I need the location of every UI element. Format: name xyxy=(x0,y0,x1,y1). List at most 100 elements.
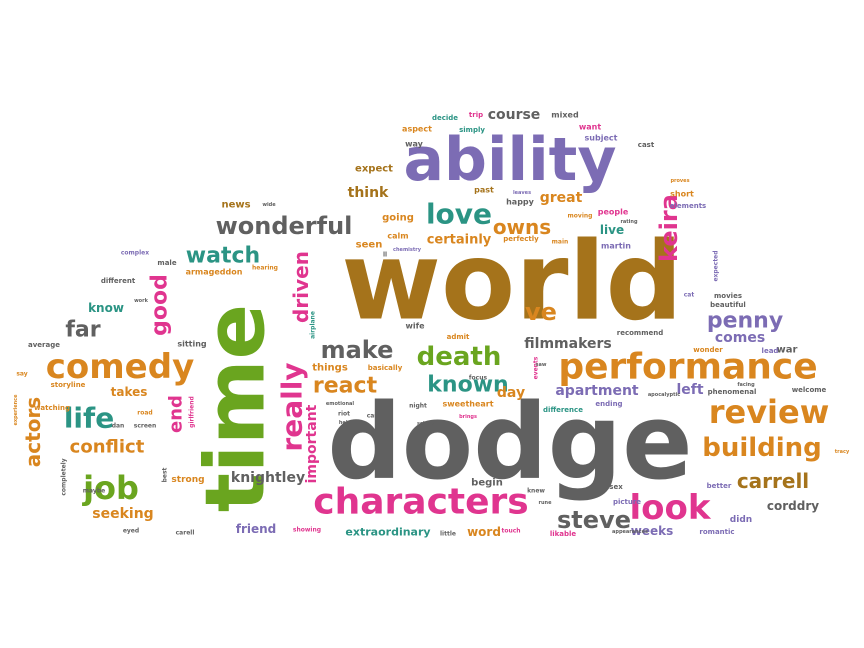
word-life: life xyxy=(64,402,114,435)
word-short: short xyxy=(670,190,694,199)
word-driven: driven xyxy=(289,251,313,323)
word-events: events xyxy=(533,356,540,379)
word-subject: subject xyxy=(585,134,618,143)
word-think: think xyxy=(348,185,389,201)
word-performance: performance xyxy=(558,347,817,388)
word-average: average xyxy=(28,341,60,349)
word-say: say xyxy=(16,371,27,378)
word-main: main xyxy=(552,239,569,246)
word-saw: saw xyxy=(536,362,547,368)
word-basically: basically xyxy=(368,364,403,372)
word-things: things xyxy=(312,363,348,374)
word-happy: happy xyxy=(506,198,535,207)
word-extraordinary: extraordinary xyxy=(345,526,430,539)
word-storyline: storyline xyxy=(51,381,86,389)
word-hearing: hearing xyxy=(252,265,278,272)
word-admit: admit xyxy=(447,333,470,341)
word-focus: focus xyxy=(469,375,488,382)
word-time: time xyxy=(189,304,284,512)
word-dan: dan xyxy=(112,423,125,430)
word-review: review xyxy=(709,393,830,431)
word-people: people xyxy=(598,208,629,217)
word-comes: comes xyxy=(715,330,765,346)
word-knightley: knightley xyxy=(231,470,305,486)
word-different: different xyxy=(101,277,136,285)
word-moving: moving xyxy=(568,213,593,220)
word-carrell: carrell xyxy=(737,469,809,493)
word-maybe: maybe xyxy=(83,488,105,495)
word-help: help xyxy=(339,420,352,426)
word-chemistry: chemistry xyxy=(393,247,422,253)
word-react: react xyxy=(313,374,378,399)
word-wide: wide xyxy=(262,202,276,208)
word-simply: simply xyxy=(459,126,485,134)
word-wonder: wonder xyxy=(693,346,723,354)
word-want: want xyxy=(579,123,601,132)
word-expected: expected xyxy=(713,250,720,281)
word-martin: martin xyxy=(601,242,631,251)
word-sex: sex xyxy=(609,483,623,491)
word-conflict: conflict xyxy=(70,437,145,458)
word-didn: didn xyxy=(730,515,752,525)
word-comedy: comedy xyxy=(46,347,195,387)
word-going: going xyxy=(382,213,414,224)
word-facing: facing xyxy=(737,382,755,388)
word-sweetheart: sweetheart xyxy=(442,400,493,409)
word-know: know xyxy=(88,301,124,315)
word-certainly: certainly xyxy=(427,233,492,248)
word-filmmakers: filmmakers xyxy=(524,336,611,352)
word-apartment: apartment xyxy=(555,383,639,399)
word-brings: brings xyxy=(459,414,477,420)
word-proves: proves xyxy=(670,178,689,184)
word-tracy: tracy xyxy=(835,449,850,455)
word-decide: decide xyxy=(432,114,458,122)
word-wonderful: wonderful xyxy=(216,212,353,240)
word-past: past xyxy=(474,186,494,195)
word-completely: completely xyxy=(61,458,68,495)
word-known: known xyxy=(427,373,508,398)
word-left: left xyxy=(676,382,703,398)
word-riot: riot xyxy=(338,411,350,418)
word-likable: likable xyxy=(550,530,577,538)
word-look: look xyxy=(630,488,712,528)
word-school: school xyxy=(417,421,435,427)
word-work: work xyxy=(134,298,149,304)
word-trip: trip xyxy=(469,111,483,119)
word-news: news xyxy=(221,200,250,211)
word-building: building xyxy=(702,433,822,463)
word-difference: difference xyxy=(543,406,583,414)
word-appearances: appearances xyxy=(612,529,648,535)
word-screen: screen xyxy=(134,423,157,430)
word-begin: begin xyxy=(471,478,503,489)
word-seeking: seeking xyxy=(92,506,153,522)
word-road: road xyxy=(137,410,152,417)
word-takes: takes xyxy=(111,385,148,399)
word-love: love xyxy=(426,198,492,231)
word-actors: actors xyxy=(21,397,45,467)
word-leaves: leaves xyxy=(513,190,531,196)
word-ve: ve xyxy=(525,298,557,326)
word-expect: expect xyxy=(355,164,393,175)
word-end: end xyxy=(166,395,187,433)
word-eyed: eyed xyxy=(123,528,139,535)
word-seen: seen xyxy=(356,240,383,251)
word-better: better xyxy=(707,482,732,490)
word-war: war xyxy=(777,345,798,356)
word-cat: cat xyxy=(684,292,695,299)
word-carell: carell xyxy=(176,530,195,537)
word-watching: watching xyxy=(34,404,70,412)
word-rune: rune xyxy=(539,500,553,506)
word-phenomenal: phenomenal xyxy=(708,388,757,396)
word-cast: cast xyxy=(638,141,655,149)
word-elements: elements xyxy=(670,202,706,210)
word-showing: showing xyxy=(293,527,321,534)
word-live: live xyxy=(600,223,624,237)
word-characters: characters xyxy=(313,482,528,523)
word-best: best xyxy=(162,467,169,482)
word-death: death xyxy=(417,342,502,372)
word-penny: penny xyxy=(707,309,783,334)
word-word: word xyxy=(467,525,501,539)
word-cloud-words: world dodge time ability performance characte… xyxy=(13,107,850,539)
word-world: world xyxy=(341,220,683,345)
